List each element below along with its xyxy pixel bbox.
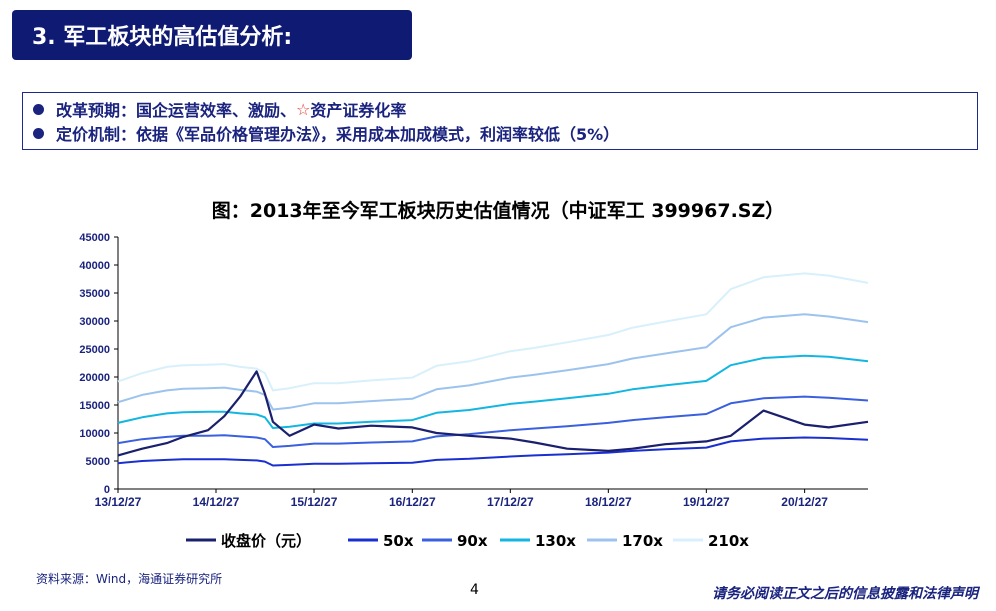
bullet-reform-suffix: 资产证券化率 <box>310 101 407 120</box>
y-tick-label: 30000 <box>79 316 110 328</box>
legend-label: 130x <box>535 532 576 550</box>
x-tick-label: 16/12/27 <box>389 495 436 509</box>
x-tick-label: 17/12/27 <box>487 495 534 509</box>
page-number: 4 <box>470 582 479 598</box>
legend-label: 收盘价（元） <box>221 532 311 550</box>
x-tick-label: 14/12/27 <box>193 495 240 509</box>
disclaimer-text: 请务必阅读正文之后的信息披露和法律声明 <box>712 586 978 602</box>
y-tick-label: 0 <box>104 484 110 496</box>
bullet-pricing: 定价机制：依据《军品价格管理办法》，采用成本加成模式，利润率较低（5%） <box>33 121 967 145</box>
series-line-170x <box>117 313 869 411</box>
y-tick-label: 20000 <box>79 372 110 384</box>
x-tick-label: 19/12/27 <box>683 495 730 509</box>
x-tick-label: 18/12/27 <box>585 495 632 509</box>
x-tick-label: 15/12/27 <box>291 495 338 509</box>
y-tick-label: 45000 <box>79 232 110 244</box>
series-line-50x <box>117 436 869 467</box>
key-points-box: 改革预期：国企运营效率、激励、 ☆ 资产证券化率 定价机制：依据《军品价格管理办… <box>22 92 978 150</box>
bullet-pricing-text: 定价机制：依据《军品价格管理办法》，采用成本加成模式，利润率较低（5%） <box>56 125 620 144</box>
series-line-close-price <box>117 370 869 457</box>
y-tick-label: 40000 <box>79 260 110 272</box>
bullet-dot-icon <box>33 103 44 115</box>
x-tick-label: 13/12/27 <box>95 495 142 509</box>
y-tick-label: 5000 <box>86 456 110 468</box>
bullet-reform-text: 改革预期：国企运营效率、激励、 <box>56 101 297 120</box>
x-tick-label: 20/12/27 <box>781 495 828 509</box>
bullet-reform: 改革预期：国企运营效率、激励、 ☆ 资产证券化率 <box>33 97 967 121</box>
legend-label: 90x <box>457 532 488 550</box>
legend-label: 170x <box>622 532 663 550</box>
y-tick-label: 15000 <box>79 400 110 412</box>
chart-title: 图：2013年至今军工板块历史估值情况（中证军工 399967.SZ） <box>211 200 785 222</box>
source-note: 资料来源：Wind，海通证券研究所 <box>36 572 223 586</box>
series-line-210x <box>117 272 869 392</box>
legend-label: 50x <box>383 532 414 550</box>
series-line-90x <box>117 395 869 448</box>
y-tick-label: 35000 <box>79 288 110 300</box>
bullet-dot-icon <box>33 127 44 139</box>
star-icon: ☆ <box>296 99 311 119</box>
y-tick-label: 10000 <box>79 428 110 440</box>
legend-label: 210x <box>708 532 749 550</box>
slide-title: 3. 军工板块的高估值分析: <box>12 10 412 60</box>
y-tick-label: 25000 <box>79 344 110 356</box>
series-line-130x <box>117 354 869 429</box>
slide-title-text: 3. 军工板块的高估值分析: <box>32 25 293 50</box>
